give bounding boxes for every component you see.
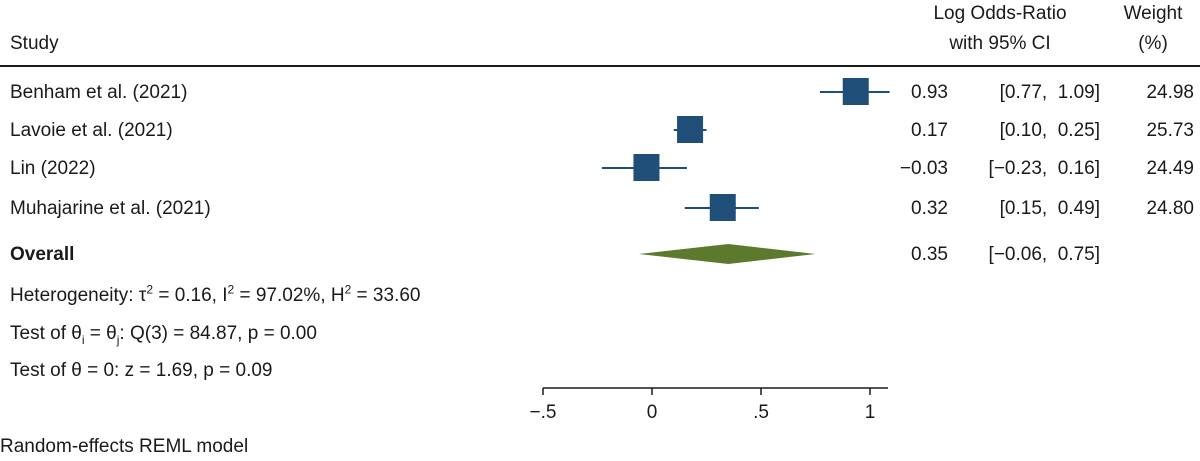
weight-value: 24.80 <box>1146 198 1194 219</box>
homogeneity-test: Test of θi = θj: Q(3) = 84.87, p = 0.00 <box>10 323 317 347</box>
study-column-header: Study <box>10 33 59 54</box>
study-name: Lin (2022) <box>10 158 96 179</box>
effect-marker <box>842 78 869 105</box>
study-name: Benham et al. (2021) <box>10 82 188 103</box>
study-name: Lavoie et al. (2021) <box>10 120 173 141</box>
estimate-value: 0.17 <box>911 120 948 141</box>
overall-effect-test: Test of θ = 0: z = 1.69, p = 0.09 <box>10 360 273 381</box>
overall-estimate-value: 0.35 <box>911 244 948 265</box>
weight-column-header-line2: (%) <box>1138 33 1168 54</box>
effect-marker <box>709 194 736 221</box>
weight-value: 24.98 <box>1146 82 1194 103</box>
weight-column-header-line1: Weight <box>1123 3 1183 24</box>
ci-value: [0.15, 0.49] <box>999 198 1100 219</box>
ci-value: [0.10, 0.25] <box>999 120 1100 141</box>
overall-label: Overall <box>10 244 75 265</box>
effect-column-header-line2: with 95% CI <box>949 33 1051 54</box>
estimate-value: 0.93 <box>911 82 948 103</box>
ci-value: [0.77, 1.09] <box>999 82 1100 103</box>
effect-marker <box>677 116 704 143</box>
ci-value: [−0.23, 0.16] <box>988 158 1100 179</box>
overall-diamond <box>638 244 816 264</box>
study-name: Muhajarine et al. (2021) <box>10 198 211 219</box>
header-rule <box>0 65 1200 67</box>
x-tick-label: 1 <box>865 402 876 423</box>
x-tick-label: −.5 <box>530 402 557 423</box>
effect-column-header-line1: Log Odds-Ratio <box>933 3 1067 24</box>
effect-marker <box>633 154 660 181</box>
x-tick-label: .5 <box>753 402 769 423</box>
heterogeneity-stats: Heterogeneity: τ2 = 0.16, I2 = 97.02%, H… <box>10 282 421 306</box>
estimate-value: 0.32 <box>911 198 948 219</box>
weight-value: 24.49 <box>1146 158 1194 179</box>
model-note: Random-effects REML model <box>0 436 249 457</box>
estimate-value: −0.03 <box>899 158 948 179</box>
overall-ci-value: [−0.06, 0.75] <box>988 244 1100 265</box>
x-tick-label: 0 <box>647 402 658 423</box>
weight-value: 25.73 <box>1146 120 1194 141</box>
